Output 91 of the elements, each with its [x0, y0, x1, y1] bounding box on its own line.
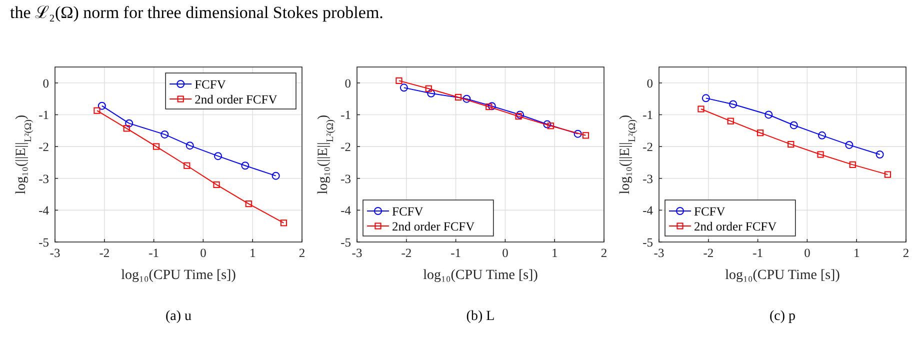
- x-tick-label: -2: [401, 246, 412, 260]
- y-tick-label: -4: [38, 204, 50, 218]
- x-tick-label: 0: [502, 246, 508, 260]
- point: [214, 152, 222, 160]
- y-tick-label: -2: [642, 140, 653, 154]
- point: [515, 113, 522, 120]
- point: [516, 110, 524, 119]
- point: [756, 130, 764, 136]
- point: [698, 106, 704, 112]
- point: [125, 119, 134, 128]
- x-axis-title: log₁₀(CPU Time [s]): [121, 268, 236, 283]
- x-tick-label: -2: [703, 246, 714, 260]
- point: [574, 130, 582, 138]
- text: (a) u: [165, 309, 192, 324]
- x-tick-label: 0: [804, 246, 810, 260]
- point: [547, 122, 554, 130]
- legend-label: 2nd order FCFV: [392, 220, 475, 234]
- point: [160, 130, 169, 138]
- y-tick-label: -3: [642, 172, 653, 186]
- point: [582, 132, 590, 139]
- x-tick-label: 1: [853, 246, 860, 260]
- point: [543, 120, 552, 128]
- x-tick-label: -2: [99, 246, 110, 260]
- x-tick-label: -1: [450, 246, 462, 260]
- point: [427, 89, 436, 98]
- point: [245, 200, 252, 208]
- point: [845, 140, 854, 149]
- y-tick-label: -3: [340, 172, 351, 186]
- legend-label: 2nd order FCFV: [194, 92, 278, 106]
- point: [486, 103, 492, 110]
- y-tick-label: 0: [646, 76, 653, 90]
- x-tick-label: -3: [654, 246, 664, 260]
- legend-label: 2nd order FCFV: [694, 220, 777, 234]
- point: [727, 118, 734, 124]
- x-axis-title: log₁₀(CPU Time [s]): [423, 268, 538, 283]
- point: [152, 143, 160, 150]
- point: [123, 125, 130, 132]
- point: [849, 161, 856, 168]
- point: [764, 110, 773, 119]
- y-tick-label: 0: [344, 76, 351, 90]
- y-tick-label: -3: [38, 172, 49, 186]
- point: [396, 77, 402, 84]
- point: [425, 85, 432, 92]
- y-tick-label: -5: [38, 236, 49, 250]
- y-tick-label: -1: [340, 108, 351, 122]
- x-tick-label: 2: [902, 246, 910, 260]
- y-tick-label: -1: [38, 108, 49, 122]
- legend-label: FCFV: [694, 204, 726, 218]
- x-tick-label: 1: [551, 246, 558, 260]
- x-tick-label: -1: [148, 246, 160, 260]
- point: [272, 172, 280, 180]
- x-tick-label: -3: [50, 246, 60, 260]
- y-tick-label: 0: [42, 76, 49, 90]
- x-tick-label: 1: [249, 246, 256, 260]
- point: [184, 162, 190, 169]
- point: [817, 151, 824, 158]
- y-tick-label: -4: [642, 204, 654, 218]
- point: [790, 121, 798, 130]
- text: (c) p: [769, 309, 796, 324]
- point: [400, 84, 408, 92]
- point: [454, 94, 462, 101]
- y-tick-label: -2: [38, 140, 49, 154]
- point: [884, 171, 892, 178]
- x-tick-label: -1: [752, 246, 764, 260]
- point: [788, 141, 794, 148]
- text: the ℒ₂(Ω) norm for three dimensional Stokes problem.: [10, 3, 384, 22]
- point: [280, 220, 288, 226]
- y-tick-label: -1: [642, 108, 653, 122]
- x-tick-label: 2: [298, 246, 306, 260]
- point: [729, 100, 738, 108]
- x-tick-label: 0: [200, 246, 206, 260]
- legend-label: FCFV: [194, 78, 226, 92]
- point: [186, 142, 194, 150]
- point: [94, 107, 100, 114]
- point: [241, 162, 250, 170]
- x-tick-label: -3: [352, 246, 362, 260]
- y-tick-label: -5: [340, 236, 351, 250]
- point: [818, 131, 826, 140]
- point: [488, 102, 496, 110]
- point: [98, 102, 106, 110]
- point: [462, 94, 471, 103]
- y-tick-label: -5: [642, 236, 653, 250]
- point: [702, 94, 710, 102]
- y-tick-label: -2: [340, 140, 351, 154]
- point: [876, 150, 884, 158]
- text: (b) L: [466, 309, 495, 324]
- y-tick-label: -4: [340, 204, 352, 218]
- x-tick-label: 2: [600, 246, 608, 260]
- x-axis-title: log₁₀(CPU Time [s]): [725, 268, 840, 283]
- point: [213, 181, 220, 188]
- legend-label: FCFV: [392, 204, 424, 218]
